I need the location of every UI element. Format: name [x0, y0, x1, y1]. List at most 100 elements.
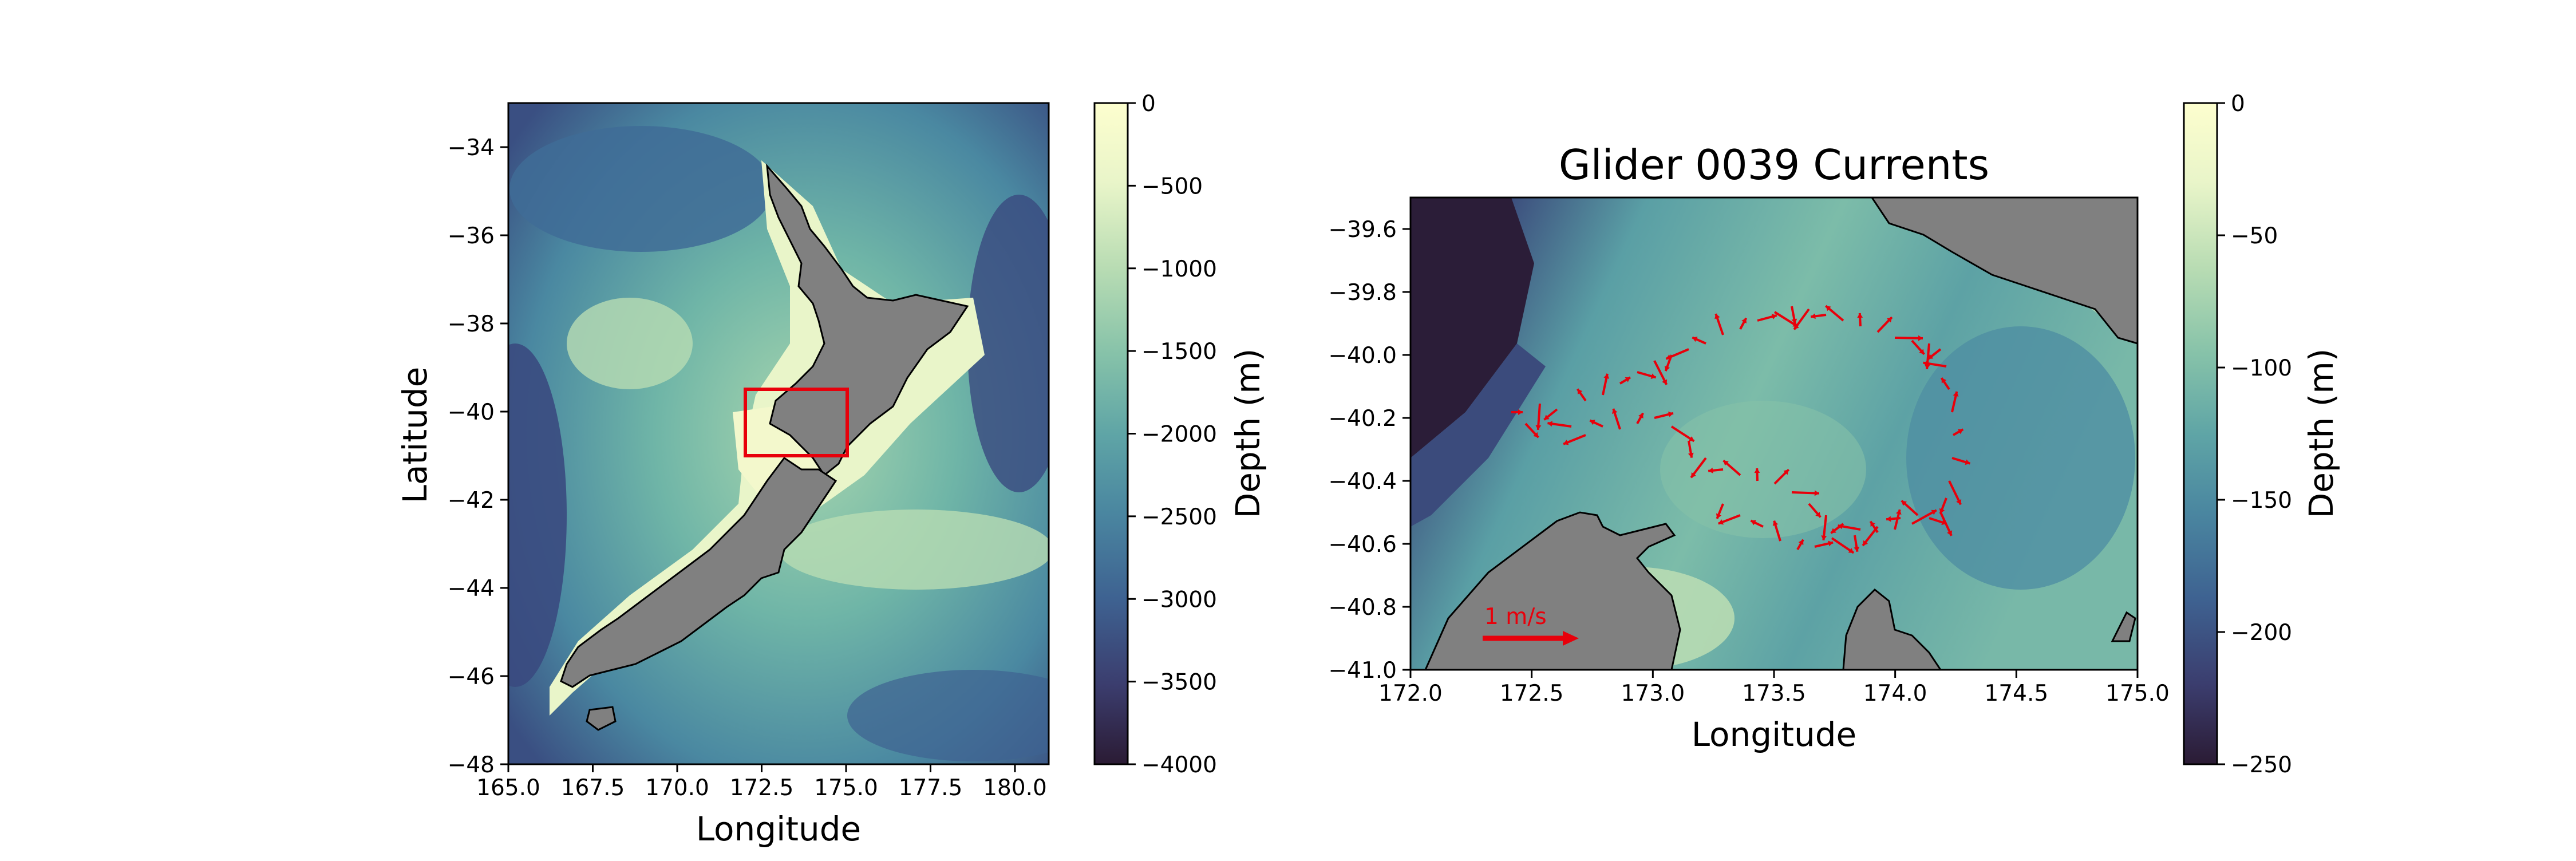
left-y-tick-label: −46 [448, 664, 495, 690]
current-arrow-head [1886, 516, 1891, 522]
right-x-tick-label: 172.0 [1378, 681, 1443, 706]
south-island [560, 456, 837, 688]
current-arrow-head [1863, 540, 1868, 546]
current-arrow-head [1838, 523, 1843, 530]
current-arrow-head [1895, 510, 1902, 515]
current-arrow-head [1931, 510, 1937, 515]
left-x-ticks: 165.0 167.5 170.0 172.5 175.0 177.5 180.0 [476, 764, 1047, 801]
left-x-tick-label: 167.5 [561, 775, 625, 801]
right-xlabel: Longitude [1692, 715, 1856, 754]
left-y-tick-label: −48 [448, 752, 495, 778]
left-x-tick-label: 180.0 [983, 775, 1047, 801]
current-arrow-head [1919, 349, 1925, 354]
current-arrow-head [1886, 317, 1893, 323]
north-island-corner [1871, 198, 2138, 345]
right-y-ticks: −39.6 −39.8 −40.0 −40.2 −40.4 −40.6 −40.8 −41.0 [1328, 217, 1411, 684]
left-colorbar: 0 −500 −1000 −1500 −2000 −2500 −3000 −3500 −4000… [1093, 91, 1267, 778]
left-ylabel: Latitude [396, 367, 434, 504]
left-cb-tick-label: −1000 [1141, 256, 1217, 282]
right-cb-tick-label: −250 [2231, 752, 2292, 778]
right-y-tick-label: −39.6 [1328, 217, 1397, 243]
left-x-tick-label: 165.0 [476, 775, 540, 801]
current-arrow-head [1941, 378, 1947, 384]
current-arrow-head [1718, 519, 1724, 525]
left-x-tick-label: 172.5 [730, 775, 794, 801]
right-colorbar: 0 −50 −100 −150 −200 −250 Depth (m) [2183, 91, 2341, 778]
current-arrow-head [1939, 508, 1945, 514]
left-cb-tick-label: −3000 [1141, 587, 1217, 613]
left-y-ticks: −34 −36 −38 −40 −42 −44 −46 −48 [448, 135, 508, 778]
current-arrow-head [1848, 548, 1854, 553]
current-arrow-head [1714, 314, 1720, 319]
right-y-tick-label: −40.6 [1328, 532, 1397, 558]
current-arrow-head [1688, 436, 1694, 441]
current-arrow-head [1716, 513, 1722, 519]
right-colorbar-label: Depth (m) [2302, 349, 2341, 519]
left-cb-tick-label: −2500 [1141, 504, 1217, 530]
current-arrow-head [1544, 414, 1550, 420]
current-arrow-head [1956, 499, 1962, 505]
region-box [744, 388, 849, 457]
left-y-tick-label: −36 [448, 223, 495, 249]
right-x-tick-label: 174.0 [1863, 681, 1927, 706]
north-island [766, 163, 969, 477]
current-arrow-head [1924, 364, 1930, 369]
right-y-tick-label: −39.8 [1328, 280, 1397, 306]
left-x-tick-label: 177.5 [899, 775, 963, 801]
current-arrow-head [1814, 490, 1819, 496]
right-colorbar-ticks: 0 −50 −100 −150 −200 −250 [2217, 91, 2292, 778]
current-arrow-head [1857, 313, 1863, 318]
current-arrow-head [1563, 440, 1569, 445]
current-arrow-head [1811, 313, 1816, 319]
left-cb-tick-label: −500 [1141, 173, 1203, 199]
current-arrow-head [1947, 530, 1953, 536]
current-arrow-head [1831, 528, 1836, 534]
south-island-north-coast [1424, 511, 1681, 670]
left-colorbar-ticks: 0 −500 −1000 −1500 −2000 −2500 −3000 −3500 −4000 [1128, 91, 1217, 778]
right-y-tick-label: −40.8 [1328, 595, 1397, 621]
current-arrow-head [1783, 469, 1789, 475]
current-arrow-head [1815, 512, 1821, 518]
left-y-tick-label: −42 [448, 488, 495, 514]
current-arrow-head [1794, 324, 1799, 330]
current-arrow-head [1771, 314, 1777, 319]
current-arrow [1911, 509, 1937, 525]
current-arrow-head [1957, 429, 1963, 435]
current-arrow-head [1826, 306, 1831, 311]
left-x-tick-label: 175.0 [814, 775, 878, 801]
right-cb-tick-label: −100 [2231, 356, 2292, 381]
right-map-title: Glider 0039 Currents [1559, 141, 1989, 189]
current-arrow-head [1590, 420, 1595, 425]
scale-arrow: 1 m/s [1483, 604, 1579, 646]
right-y-tick-label: −40.4 [1328, 469, 1397, 495]
current-arrow-head [1854, 546, 1860, 552]
left-y-tick-label: −38 [448, 311, 495, 337]
right-x-tick-label: 172.5 [1500, 681, 1564, 706]
current-vectors [1511, 305, 1971, 554]
right-bathymetry: 1 m/s [1411, 198, 2138, 670]
current-arrow-head [1772, 520, 1779, 526]
current-arrow-head [1535, 425, 1542, 430]
left-cb-tick-label: −4000 [1141, 752, 1217, 778]
current-arrow-head [1638, 413, 1643, 419]
current-arrow-head [1611, 408, 1618, 414]
right-x-tick-label: 173.5 [1742, 681, 1806, 706]
right-cb-tick-label: −200 [2231, 620, 2292, 646]
current-arrow-head [1751, 520, 1756, 526]
current-arrow-head [1691, 472, 1696, 478]
right-x-tick-label: 173.0 [1621, 681, 1685, 706]
current-arrow-head [1666, 354, 1672, 360]
current-arrow-head [1791, 318, 1797, 324]
current-arrow-head [1923, 360, 1929, 366]
right-y-tick-label: −40.2 [1328, 406, 1397, 432]
scale-arrow-label: 1 m/s [1484, 604, 1547, 630]
left-map: 165.0 167.5 170.0 172.5 175.0 177.5 180.0 −34−… [396, 102, 1050, 848]
left-cb-tick-label: −2000 [1141, 422, 1217, 448]
current-arrow-head [1741, 318, 1747, 323]
right-map: 1 m/s 172.0 172.5 173.0 173.5 174.0 174.5 175.… [1328, 196, 2170, 754]
right-cb-tick-label: −50 [2231, 223, 2278, 249]
current-arrow-head [1662, 379, 1668, 385]
left-bathymetry [508, 103, 1049, 764]
left-cb-tick-label: 0 [1141, 91, 1156, 117]
